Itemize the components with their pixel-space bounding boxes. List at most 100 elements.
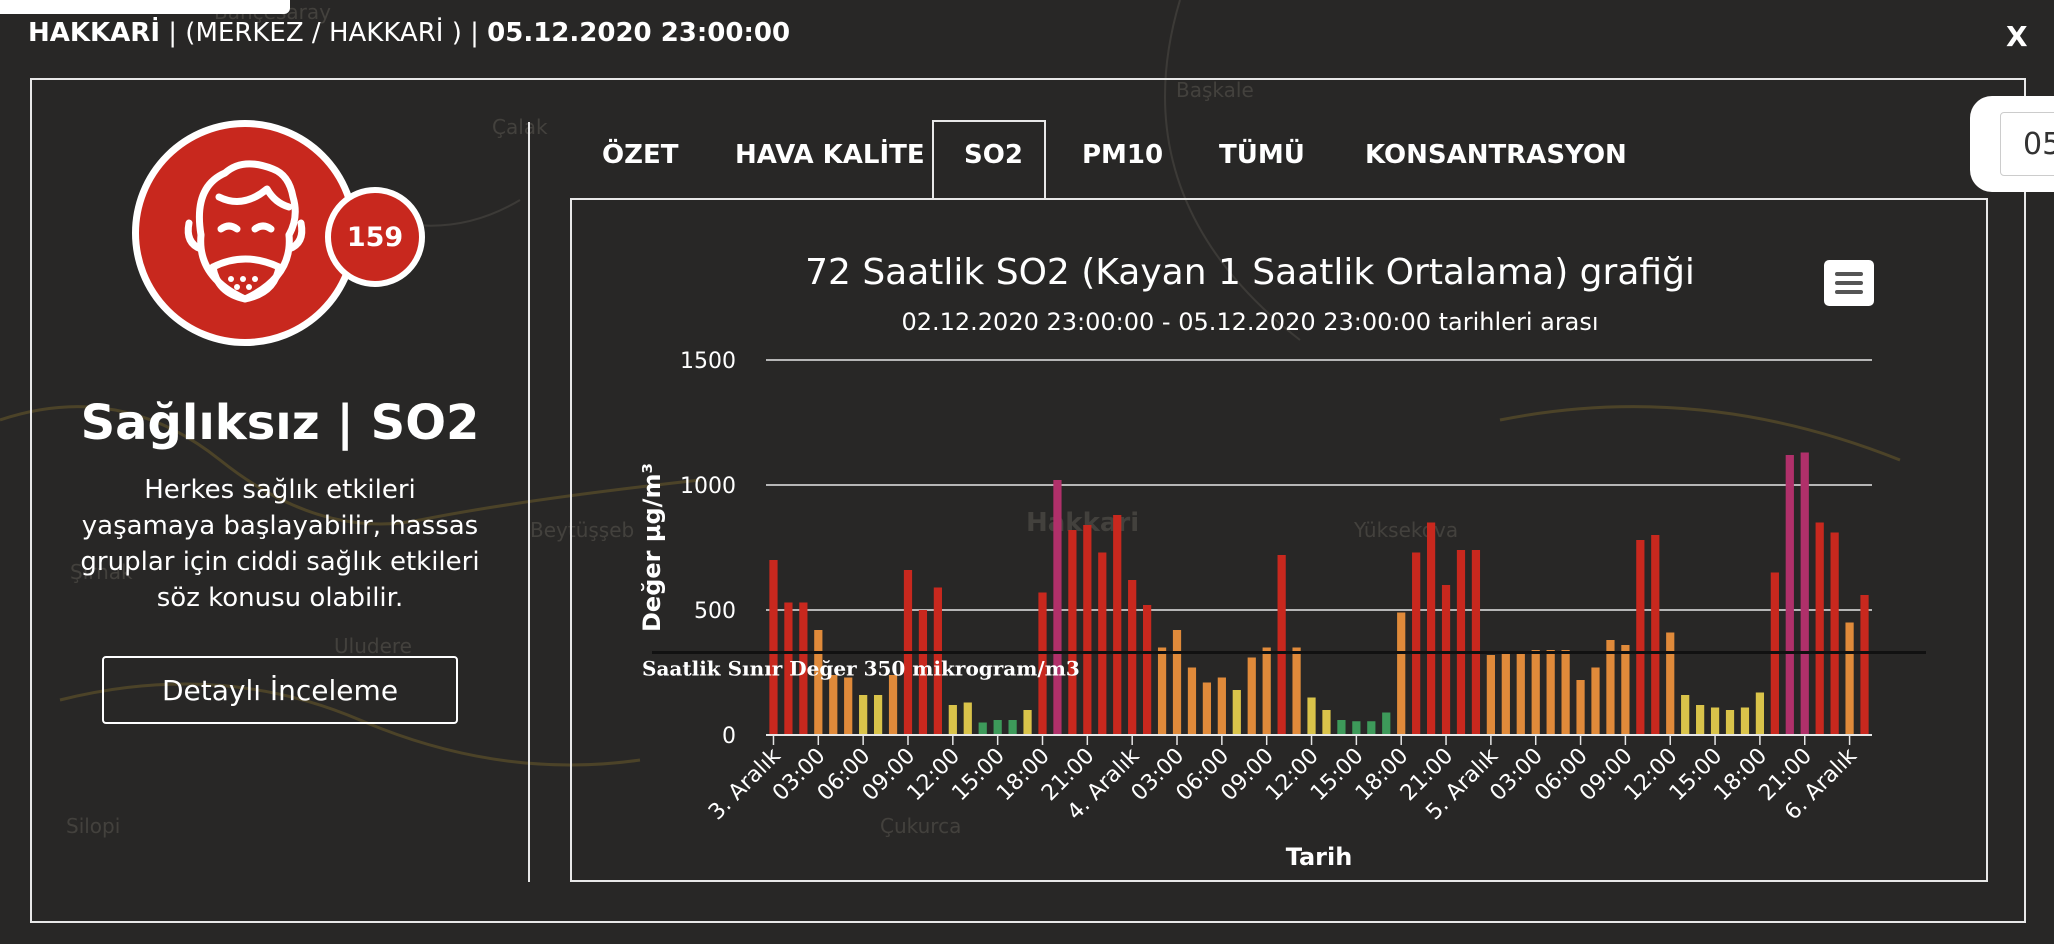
tab-so2[interactable]: SO2 [964,140,1023,170]
y-tick-label: 500 [694,599,736,624]
bar [1217,677,1226,735]
bar [1113,515,1122,735]
station-name: HAKKARİ [28,18,160,48]
status-title: Sağlıksız | SO2 [80,395,480,451]
bar [1277,555,1286,735]
bar [1322,710,1331,735]
header-separator: | [168,18,186,48]
header-datetime: 05.12.2020 23:00:00 [487,18,791,48]
bar [1426,522,1436,735]
bar [844,677,853,735]
bar [1068,530,1077,735]
bar [1098,552,1107,735]
bar [1172,630,1182,735]
bar [1247,657,1256,735]
bar [1561,650,1570,735]
bar [1023,710,1032,735]
map-label-baskale: Başkale [1176,78,1254,102]
map-label-sirnak: Şırnak [70,560,133,584]
bar [978,722,987,735]
bar [1636,540,1645,735]
bar [1053,480,1062,735]
menu-line [1835,281,1863,285]
bar [948,705,957,735]
bar [1576,680,1585,735]
bar [1546,650,1555,735]
bar [1441,585,1451,735]
bar [1860,595,1869,735]
bar [859,695,868,735]
bar [1725,710,1735,735]
bar [1262,647,1271,735]
map-label-cukurca: Çukurca [880,814,962,838]
map-label-calak: Çalak [492,115,548,139]
bar [993,720,1002,735]
y-tick-label: 1500 [680,349,736,374]
bar [1815,522,1824,735]
bar [1456,550,1466,735]
bar [1681,695,1690,735]
y-tick-label: 0 [722,724,736,749]
detail-button[interactable]: Detaylı İnceleme [102,656,458,724]
bar [1710,707,1720,735]
bar [1187,667,1197,735]
close-button[interactable]: X [2006,20,2028,53]
bar [1083,525,1092,735]
bar [1337,720,1346,735]
tab-pm10[interactable]: PM10 [1082,140,1164,170]
bar [1008,720,1017,735]
bar [1143,605,1152,735]
y-axis-title: Değer µg/m³ [638,463,666,632]
bar [963,702,972,735]
map-label-yuksekova: Yüksekova [1354,518,1459,542]
tab-ozet[interactable]: ÖZET [602,140,679,170]
bar [1157,647,1167,735]
bar [1651,535,1660,735]
bar [1606,640,1615,735]
status-value-badge: 159 [325,187,425,287]
bar [1696,705,1705,735]
bar [784,602,793,735]
bar [1830,532,1839,735]
tab-tumu[interactable]: TÜMÜ [1219,140,1305,170]
bar [1591,667,1600,735]
limit-line-label: Saatlik Sınır Değer 350 mikrogram/m3 [642,657,1080,681]
active-tab-outline [932,120,1046,200]
right-date-input[interactable]: 05 [2000,112,2054,176]
modal-header: HAKKARİ | (MERKEZ / HAKKARİ ) | 05.12.20… [28,18,790,48]
bar [888,675,898,735]
bar [1382,712,1391,735]
bar [1740,707,1750,735]
bar [1486,655,1495,735]
top-left-tab [0,0,290,14]
panel-divider [528,122,530,882]
bar [1367,721,1376,735]
bar [1800,452,1809,735]
bar [1202,682,1212,735]
bar [1755,692,1765,735]
bar [1666,632,1675,735]
map-label-silopi: Silopi [66,814,121,838]
bar [1516,652,1525,735]
status-icon-circle [132,120,358,346]
bar [1038,592,1047,735]
station-location: (MERKEZ / HAKKARİ ) [185,18,462,48]
x-axis-title: Tarih [1286,843,1353,871]
bar [1621,645,1630,735]
map-label-uludere: Uludere [334,634,412,658]
bar [1412,552,1421,735]
bar [1292,647,1301,735]
bar [799,602,808,735]
y-tick-label: 1000 [680,474,736,499]
tab-hava-kalite[interactable]: HAVA KALİTE [735,140,925,170]
bar [1845,622,1854,735]
chart-panel [570,198,1988,882]
chart-title: 72 Saatlik SO2 (Kayan 1 Saatlik Ortalama… [805,252,1695,293]
tab-konsantrasyon[interactable]: KONSANTRASYON [1365,140,1627,170]
modal-frame [30,78,2026,923]
chart-menu-button[interactable] [1824,260,1874,306]
status-description: Herkes sağlık etkileri yaşamaya başlayab… [80,475,480,613]
bar [829,675,838,735]
